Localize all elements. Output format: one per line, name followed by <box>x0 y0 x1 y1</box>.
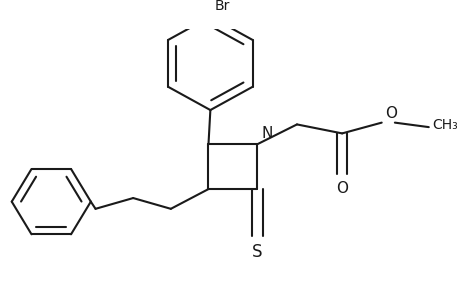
Text: S: S <box>252 243 262 261</box>
Text: Br: Br <box>215 0 230 13</box>
Text: O: O <box>385 106 397 121</box>
Text: N: N <box>261 126 272 141</box>
Text: O: O <box>336 181 347 196</box>
Text: CH₃: CH₃ <box>431 118 457 132</box>
